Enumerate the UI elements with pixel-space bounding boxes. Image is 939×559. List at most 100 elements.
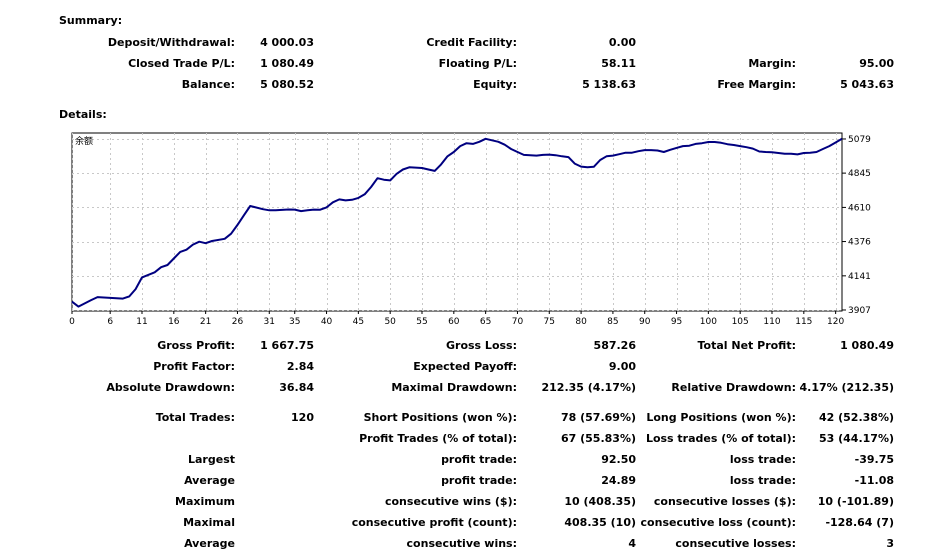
y-tick-label: 3907 xyxy=(848,306,871,316)
stat-value: 92.50 xyxy=(601,453,636,466)
stat-label: Maximal Drawdown: xyxy=(391,381,517,394)
stat-label: consecutive profit (count): xyxy=(351,516,517,529)
x-tick-label: 80 xyxy=(575,317,587,327)
stat-value: 120 xyxy=(291,411,314,424)
stat-value: 1 667.75 xyxy=(260,339,314,352)
stat-value: 408.35 (10) xyxy=(564,516,636,529)
stat-label: Largest xyxy=(188,453,235,466)
stat-label: Average xyxy=(184,537,235,550)
stat-value: 78 (57.69%) xyxy=(560,411,636,424)
summary-value: 4 000.03 xyxy=(260,36,314,49)
x-tick-label: 45 xyxy=(353,317,364,327)
stat-label: loss trade: xyxy=(729,474,796,487)
stat-label: Profit Factor: xyxy=(153,360,235,373)
stat-label: profit trade: xyxy=(441,453,517,466)
stat-label: Total Trades: xyxy=(155,411,235,424)
stat-label: Relative Drawdown: xyxy=(671,381,796,394)
stat-label: consecutive wins ($): xyxy=(384,495,517,508)
stat-label: Long Positions (won %): xyxy=(646,411,796,424)
x-tick-label: 31 xyxy=(264,317,275,327)
y-tick-label: 4141 xyxy=(848,272,871,282)
summary-heading: Summary: xyxy=(59,14,123,27)
stat-label: Loss trades (% of total): xyxy=(645,432,796,445)
stat-value: 36.84 xyxy=(279,381,314,394)
stat-label: Profit Trades (% of total): xyxy=(359,432,517,445)
details-heading: Details: xyxy=(59,108,107,121)
stat-value: -128.64 (7) xyxy=(825,516,894,529)
summary-label: Equity: xyxy=(473,78,517,91)
x-tick-label: 95 xyxy=(671,317,682,327)
summary-label: Free Margin: xyxy=(717,78,796,91)
x-tick-label: 55 xyxy=(416,317,427,327)
summary-value: 5 043.63 xyxy=(840,78,894,91)
summary-value: 1 080.49 xyxy=(260,57,314,70)
stat-value: 53 (44.17%) xyxy=(818,432,894,445)
x-tick-label: 65 xyxy=(480,317,491,327)
stat-value: 9.00 xyxy=(608,360,636,373)
balance-line xyxy=(71,137,843,308)
summary-label: Margin: xyxy=(748,57,796,70)
summary-label: Closed Trade P/L: xyxy=(128,57,235,70)
x-tick-label: 115 xyxy=(795,317,812,327)
stat-value: -39.75 xyxy=(854,453,894,466)
stat-value: 587.26 xyxy=(593,339,636,352)
stat-value: 10 (-101.89) xyxy=(817,495,894,508)
stat-label: consecutive losses ($): xyxy=(653,495,796,508)
summary-label: Balance: xyxy=(181,78,235,91)
x-tick-label: 35 xyxy=(289,317,300,327)
x-tick-label: 105 xyxy=(732,317,749,327)
x-tick-label: 21 xyxy=(200,317,211,327)
summary-label: Floating P/L: xyxy=(438,57,517,70)
x-tick-label: 6 xyxy=(107,317,113,327)
stat-label: Gross Profit: xyxy=(157,339,235,352)
balance-chart-svg: 0 6 11 16 21 26 31 35 40 45 50 55 60 65 70 75 80 85 90 95 10… xyxy=(69,132,871,327)
stat-label: profit trade: xyxy=(441,474,517,487)
stat-value: 3 xyxy=(886,537,894,550)
summary-label: Deposit/Withdrawal: xyxy=(107,36,235,49)
x-tick-label: 50 xyxy=(384,317,396,327)
stat-label: Absolute Drawdown: xyxy=(106,381,235,394)
summary-label: Credit Facility: xyxy=(426,36,517,49)
stat-label: Average xyxy=(184,474,235,487)
y-tick-label: 5079 xyxy=(848,135,871,145)
stat-label: Maximal xyxy=(183,516,235,529)
stat-label: Short Positions (won %): xyxy=(363,411,517,424)
y-tick-label: 4376 xyxy=(848,238,871,248)
stat-value: 212.35 (4.17%) xyxy=(541,381,637,394)
x-tick-label: 120 xyxy=(827,317,844,327)
stat-label: consecutive wins: xyxy=(406,537,517,550)
stat-value: -11.08 xyxy=(854,474,894,487)
stat-value: 4.17% (212.35) xyxy=(799,381,895,394)
y-tick-label: 4845 xyxy=(848,169,871,179)
x-tick-label: 110 xyxy=(763,317,780,327)
stat-value: 24.89 xyxy=(601,474,636,487)
x-tick-label: 11 xyxy=(136,317,147,327)
stat-label: Maximum xyxy=(175,495,235,508)
stat-value: 2.84 xyxy=(286,360,314,373)
stat-value: 67 (55.83%) xyxy=(560,432,636,445)
stat-value: 10 (408.35) xyxy=(564,495,636,508)
y-tick-label: 4610 xyxy=(848,203,871,213)
stat-value: 1 080.49 xyxy=(840,339,894,352)
stat-label: loss trade: xyxy=(729,453,796,466)
x-tick-label: 26 xyxy=(232,317,244,327)
x-tick-label: 16 xyxy=(168,317,180,327)
summary-value: 0.00 xyxy=(608,36,636,49)
balance-chart: 0 6 11 16 21 26 31 35 40 45 50 55 60 65 70 75 80 85 90 95 10… xyxy=(66,132,886,329)
stat-label: consecutive loss (count): xyxy=(640,516,796,529)
summary-value: 5 138.63 xyxy=(582,78,636,91)
plot-frame xyxy=(71,132,843,312)
x-tick-label: 40 xyxy=(321,317,333,327)
summary-value: 58.11 xyxy=(601,57,636,70)
x-tick-label: 75 xyxy=(544,317,555,327)
x-tick-label: 100 xyxy=(700,317,717,327)
x-tick-label: 0 xyxy=(69,317,75,327)
x-tick-label: 70 xyxy=(512,317,524,327)
x-tick-label: 85 xyxy=(607,317,618,327)
stat-label: Gross Loss: xyxy=(446,339,517,352)
stat-label: Expected Payoff: xyxy=(413,360,517,373)
x-tick-label: 60 xyxy=(448,317,460,327)
legend-tag: 余额 xyxy=(75,135,93,147)
stat-value: 42 (52.38%) xyxy=(818,411,894,424)
stat-label: consecutive losses: xyxy=(675,537,796,550)
